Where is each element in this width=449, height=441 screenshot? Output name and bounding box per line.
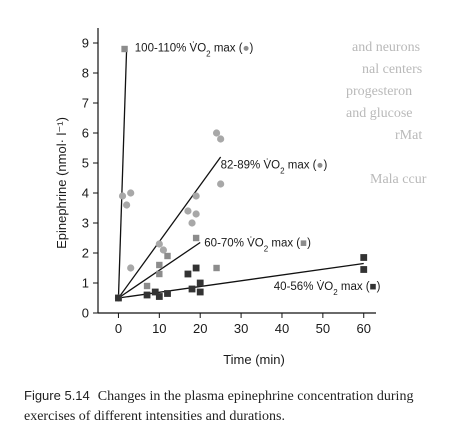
y-tick-label: 9 bbox=[82, 36, 89, 51]
x-tick-label: 50 bbox=[316, 321, 330, 336]
data-point bbox=[184, 207, 192, 215]
x-tick-label: 20 bbox=[193, 321, 207, 336]
data-points bbox=[114, 45, 368, 302]
bleed-through-text: nal centers bbox=[362, 62, 423, 77]
data-point bbox=[115, 294, 122, 302]
caption-text: Changes in the plasma epinephrine concen… bbox=[24, 389, 414, 424]
x-tick-label: 30 bbox=[234, 321, 248, 336]
data-point bbox=[143, 291, 151, 299]
y-tick-label: 0 bbox=[82, 306, 89, 321]
data-point bbox=[155, 293, 163, 300]
data-point bbox=[143, 282, 151, 290]
epinephrine-chart: 0 1 2 3 4 5 6 7 8 9 0 10 20 30 40 50 60 100-110% V̇O2 ma… bbox=[54, 28, 381, 367]
data-point bbox=[360, 266, 368, 273]
data-point bbox=[192, 192, 200, 200]
data-point bbox=[164, 290, 171, 297]
data-point bbox=[121, 45, 128, 53]
x-axis-label: Time (min) bbox=[223, 352, 285, 367]
data-point bbox=[188, 219, 196, 227]
data-point bbox=[156, 261, 163, 269]
y-tick-label: 1 bbox=[82, 276, 89, 291]
data-point bbox=[127, 189, 135, 197]
bleed-through-text: progesteron bbox=[346, 84, 413, 99]
y-tick-label: 7 bbox=[82, 96, 89, 111]
series-label: 82-89% V̇O2 max (●) bbox=[221, 159, 328, 175]
figure-number: Figure 5.14 bbox=[24, 388, 90, 403]
data-point bbox=[192, 210, 200, 218]
trend-line bbox=[118, 241, 201, 299]
data-point bbox=[217, 180, 225, 188]
data-point bbox=[217, 135, 225, 143]
data-point bbox=[123, 201, 131, 209]
bleed-through-text: Mala ccur bbox=[370, 172, 427, 187]
bleed-through-text: rMat bbox=[395, 128, 423, 143]
y-tick-label: 2 bbox=[82, 246, 89, 261]
y-tick-label: 5 bbox=[82, 156, 89, 171]
x-tick-label: 10 bbox=[152, 321, 166, 336]
y-tick-label: 3 bbox=[82, 216, 89, 231]
data-point bbox=[212, 129, 221, 137]
data-point bbox=[118, 192, 127, 200]
figure-caption: Figure 5.14 Changes in the plasma epineph… bbox=[24, 386, 444, 427]
data-point bbox=[192, 234, 200, 242]
data-point bbox=[156, 270, 163, 278]
bleed-through-text: and glucose bbox=[346, 106, 413, 121]
data-point bbox=[127, 264, 135, 272]
trend-line bbox=[117, 156, 222, 299]
data-point bbox=[196, 279, 204, 287]
data-point bbox=[151, 288, 159, 296]
bleed-through-text: and neurons bbox=[352, 40, 421, 55]
y-axis-label: Epinephrine (nmol· l⁻¹) bbox=[54, 117, 69, 249]
series-label: 100-110% V̇O2 max (●) bbox=[135, 42, 254, 58]
trend-line bbox=[118, 262, 364, 299]
x-tick-label: 0 bbox=[115, 321, 122, 336]
x-tick-label: 60 bbox=[357, 321, 371, 336]
x-tick-label: 40 bbox=[275, 321, 289, 336]
data-point bbox=[213, 264, 220, 272]
y-tick-label: 8 bbox=[82, 66, 89, 81]
series-labels: 100-110% V̇O2 max (●) 82-89% V̇O2 max (●)… bbox=[135, 42, 381, 297]
trend-lines bbox=[117, 48, 364, 299]
data-point bbox=[155, 240, 163, 248]
data-point bbox=[188, 285, 196, 293]
data-point bbox=[184, 270, 192, 278]
series-label: 40-56% V̇O2 max (■) bbox=[274, 280, 381, 296]
axes: 0 1 2 3 4 5 6 7 8 9 0 10 20 30 40 50 60 bbox=[82, 28, 376, 336]
data-point bbox=[159, 246, 168, 254]
y-tick-label: 6 bbox=[82, 126, 89, 141]
data-point bbox=[192, 264, 200, 272]
data-point bbox=[164, 252, 171, 260]
trend-line bbox=[117, 48, 128, 299]
series-label: 60-70% V̇O2 max (■) bbox=[204, 237, 311, 253]
data-point bbox=[196, 288, 204, 296]
y-tick-label: 4 bbox=[82, 186, 89, 201]
data-point bbox=[360, 254, 368, 261]
